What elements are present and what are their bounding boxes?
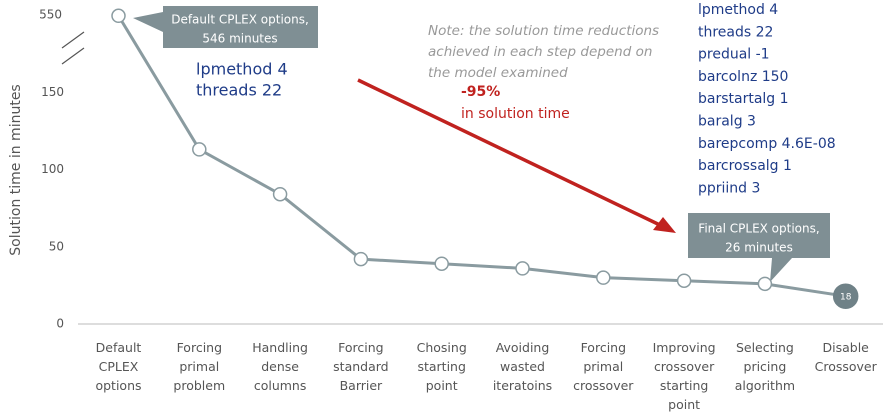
marker	[757, 276, 773, 292]
reduction-label: in solution time	[461, 106, 570, 122]
param: predual -1	[698, 47, 770, 63]
y-tick-label: 50	[49, 239, 64, 253]
param: threads 22	[196, 81, 282, 100]
arrow	[357, 78, 663, 228]
marker	[353, 251, 369, 267]
arrow-head	[653, 217, 676, 233]
callout-text: 26 minutes	[725, 241, 793, 255]
marker	[434, 256, 449, 271]
note: the model examined	[428, 65, 568, 81]
marker	[272, 186, 288, 202]
marker	[676, 273, 692, 288]
y-tick-label: 100	[41, 162, 64, 176]
data-label: 18	[840, 293, 852, 303]
marker	[192, 142, 207, 157]
y-tick-label: 0	[56, 317, 64, 331]
x-tick-label: Disable Crossover	[815, 340, 878, 374]
param: barcrossalg 1	[698, 158, 792, 174]
param: barstartalg 1	[698, 91, 789, 107]
callout-box	[133, 6, 318, 48]
callout-text: Default CPLEX options,	[171, 13, 309, 27]
marker	[515, 261, 530, 276]
x-tick-label: Selecting pricing algorithm	[735, 340, 795, 393]
marker	[111, 8, 126, 24]
param: threads 22	[698, 24, 773, 40]
x-tick-label: Forcing primal crossover	[573, 340, 634, 393]
x-tick-label: Forcing primal problem	[173, 340, 225, 393]
x-tick-label: Chosing starting point	[417, 340, 467, 393]
y-tick-label: 150	[41, 85, 64, 99]
callout-text: Final CPLEX options,	[698, 222, 819, 236]
y-axis-label: Solution time in minutes	[8, 84, 24, 255]
marker	[832, 283, 859, 309]
param: lpmethod 4	[698, 2, 778, 18]
param: barcolnz 150	[698, 69, 788, 85]
callout-text: 546 minutes	[202, 32, 277, 46]
x-tick-label: Default CPLEX options	[95, 340, 141, 393]
param: barepcomp 4.6E-08	[698, 136, 836, 152]
param: ppriind 3	[698, 180, 760, 196]
marker	[596, 270, 611, 285]
break-mark	[61, 47, 85, 65]
break-mark	[61, 31, 85, 49]
callout-box	[688, 213, 830, 282]
x-tick-label: Improving crossover starting point	[653, 340, 716, 412]
note: Note: the solution time reductions	[428, 23, 659, 39]
note: achieved in each step depend on	[428, 44, 652, 60]
x-tick-label: Avoiding wasted iteratoins	[493, 340, 552, 393]
line	[117, 14, 846, 298]
axis-break	[61, 31, 85, 65]
param: lpmethod 4	[196, 60, 288, 79]
reduction-label: -95%	[461, 84, 500, 100]
param: baralg 3	[698, 114, 756, 130]
x-tick-label: Handling dense columns	[252, 340, 308, 393]
y-tick-label: 550	[39, 8, 62, 22]
x-tick-label: Forcing standard Barrier	[333, 340, 388, 393]
